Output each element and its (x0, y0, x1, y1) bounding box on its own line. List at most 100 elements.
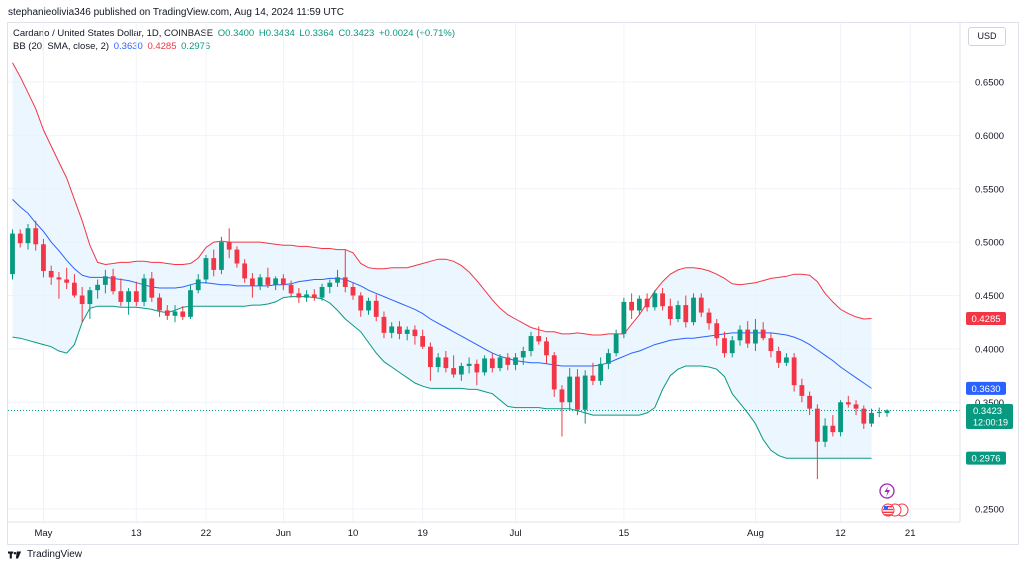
candle-body (87, 290, 93, 305)
candle-body (869, 412, 874, 424)
candle-body (482, 358, 487, 373)
bb-basis-line (12, 199, 872, 389)
candle-body (582, 375, 588, 410)
last-price-tag (966, 403, 1013, 429)
candle-body (211, 258, 217, 270)
candle-body (636, 298, 642, 311)
candle-body (505, 357, 511, 365)
candle-body (335, 277, 340, 283)
x-tick-label: 13 (131, 528, 142, 539)
symbol-name: Cardano / United States Dollar, 1D, COIN… (13, 28, 214, 39)
candle-body (95, 284, 101, 291)
candle-body (17, 233, 23, 244)
change-value: +0.0024 (+0.71%) (378, 28, 456, 39)
x-tick-label: 22 (201, 528, 212, 539)
y-tick-label: 0.3500 (975, 398, 1004, 409)
x-tick-label: 15 (619, 528, 630, 539)
candle-body (737, 329, 743, 341)
candle-body (675, 305, 681, 319)
bb-upper-line (12, 62, 872, 336)
candle-body (520, 351, 526, 358)
candle-body (698, 297, 704, 313)
candle-body (807, 395, 813, 409)
candle-body (79, 295, 85, 305)
bb-lower-line (12, 296, 872, 459)
candle-body (149, 278, 155, 298)
candle-body (567, 376, 573, 403)
candle-body (551, 355, 557, 390)
candle-body (296, 293, 302, 298)
candle-body (10, 233, 15, 275)
candle-body (613, 333, 619, 354)
candle-body (598, 363, 604, 381)
flag-stripe (884, 514, 892, 516)
candle-body (621, 301, 627, 334)
candle-body (141, 278, 147, 302)
x-tick-label: 10 (348, 528, 359, 539)
candle-body (311, 294, 317, 298)
x-tick-label: 19 (417, 528, 428, 539)
flag-stripe (883, 511, 893, 513)
candle-body (830, 425, 836, 433)
candle-body (884, 410, 890, 413)
candle-body (242, 263, 248, 279)
currency-button[interactable]: USD (968, 27, 1006, 46)
bb-basis-price-tag (966, 381, 1006, 395)
candle-body (389, 326, 395, 333)
candle-body (164, 310, 170, 316)
candle-body (590, 375, 596, 381)
candle-body (443, 357, 449, 369)
y-axis: 0.6500 0.6000 0.5500 0.5000 0.4500 0.4000 0.35… (959, 23, 1004, 522)
candle-body (110, 276, 116, 292)
candle-body (876, 411, 882, 413)
candle-body (64, 279, 70, 283)
candle-body (605, 353, 611, 364)
candle-body (234, 249, 240, 264)
candle-body (853, 404, 859, 409)
candle-body (102, 276, 108, 285)
candle-body (118, 291, 124, 302)
bb-basis-value: 0.3630 (113, 41, 143, 52)
bb-upper-price-tag (966, 311, 1006, 325)
candle-body (319, 286, 325, 298)
open-value: O0.3400 (217, 28, 255, 39)
candle-body (683, 305, 689, 323)
event-icons[interactable] (879, 483, 909, 517)
candle-body (489, 358, 495, 369)
candle-body (528, 336, 534, 352)
candle-body (195, 279, 201, 291)
publish-header: stephanieolivia346 published on TradingV… (8, 7, 344, 18)
candle-body (56, 277, 62, 280)
candle-body (265, 277, 271, 285)
footer-brand[interactable]: TradingView (27, 549, 83, 560)
candle-body (133, 291, 139, 302)
candle-body (458, 365, 464, 375)
x-tick-label: May (34, 528, 52, 539)
candle-body (838, 402, 843, 433)
candle-body (72, 282, 77, 296)
candle-body (366, 300, 371, 311)
candle-body (729, 340, 735, 354)
candle-body (342, 277, 348, 287)
candle-body (219, 242, 224, 270)
candle-body (257, 277, 263, 286)
candle-body (644, 298, 650, 308)
bb-upper-price-tag-text: 0.4285 (971, 314, 1000, 325)
candle-body (474, 363, 480, 373)
candle-body (536, 336, 542, 342)
candle-body (404, 329, 410, 334)
bb-lower-price-tag (966, 451, 1006, 465)
candle-body (435, 357, 441, 368)
y-tick-label: 0.5500 (975, 184, 1004, 195)
candle-body (288, 284, 294, 294)
candle-body (799, 385, 805, 396)
candle-body (397, 326, 402, 334)
candle-body (33, 228, 39, 245)
candle-body (381, 316, 387, 333)
y-tick-label: 0.6500 (975, 78, 1004, 89)
bb-basis-price-tag-text: 0.3630 (971, 384, 1000, 395)
symbol-legend: Cardano / United States Dollar, 1D, COIN… (13, 28, 455, 39)
candle-body (691, 297, 696, 323)
candle-body (226, 242, 232, 250)
